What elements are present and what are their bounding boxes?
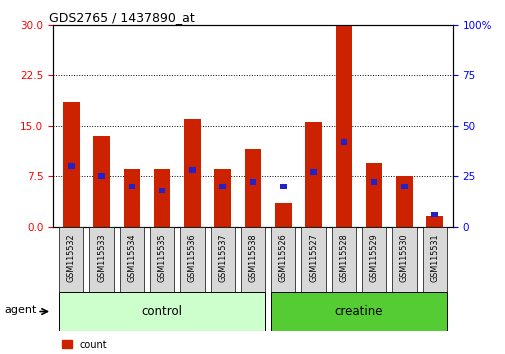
Text: GSM115538: GSM115538: [248, 234, 257, 282]
Bar: [426, 216, 442, 227]
Bar: [93, 136, 110, 227]
Text: GSM115532: GSM115532: [67, 234, 76, 282]
Bar: [244, 149, 261, 227]
Text: GSM115530: GSM115530: [399, 234, 408, 282]
Bar: [400, 183, 407, 189]
Text: GSM115529: GSM115529: [369, 234, 378, 282]
Bar: [331, 227, 355, 292]
Text: GSM115535: GSM115535: [158, 234, 166, 282]
Bar: [305, 122, 321, 227]
Bar: [391, 227, 416, 292]
Bar: [98, 173, 105, 179]
Bar: [219, 183, 226, 189]
Bar: [279, 183, 286, 189]
Bar: [431, 212, 437, 217]
Bar: [210, 227, 234, 292]
Bar: [271, 292, 446, 331]
Bar: [395, 176, 412, 227]
Text: GSM115526: GSM115526: [278, 234, 287, 282]
Text: GSM115537: GSM115537: [218, 234, 227, 282]
Bar: [59, 292, 265, 331]
Bar: [128, 183, 135, 189]
Bar: [274, 203, 291, 227]
Bar: [240, 227, 265, 292]
Bar: [180, 227, 204, 292]
Text: agent: agent: [4, 304, 36, 315]
Bar: [249, 179, 256, 185]
Bar: [68, 163, 74, 169]
Bar: [189, 167, 195, 173]
Bar: [154, 170, 170, 227]
Bar: [310, 170, 316, 175]
Bar: [123, 170, 140, 227]
Bar: [89, 227, 114, 292]
Bar: [335, 25, 351, 227]
Bar: [422, 227, 446, 292]
Text: GSM115528: GSM115528: [339, 234, 347, 282]
Text: GSM115536: GSM115536: [187, 234, 196, 282]
Bar: [365, 163, 382, 227]
Bar: [370, 179, 377, 185]
Bar: [150, 227, 174, 292]
Text: GDS2765 / 1437890_at: GDS2765 / 1437890_at: [49, 11, 194, 24]
Text: creatine: creatine: [334, 305, 382, 318]
Text: GSM115534: GSM115534: [127, 234, 136, 282]
Legend: count, percentile rank within the sample: count, percentile rank within the sample: [58, 336, 248, 354]
Bar: [120, 227, 144, 292]
Text: GSM115527: GSM115527: [309, 234, 318, 282]
Bar: [271, 227, 295, 292]
Bar: [361, 227, 385, 292]
Bar: [214, 170, 231, 227]
Text: GSM115533: GSM115533: [97, 234, 106, 282]
Bar: [184, 119, 200, 227]
Bar: [63, 102, 79, 227]
Bar: [340, 139, 346, 144]
Bar: [59, 227, 83, 292]
Bar: [159, 188, 165, 193]
Text: GSM115531: GSM115531: [429, 234, 438, 282]
Text: control: control: [141, 305, 182, 318]
Bar: [301, 227, 325, 292]
